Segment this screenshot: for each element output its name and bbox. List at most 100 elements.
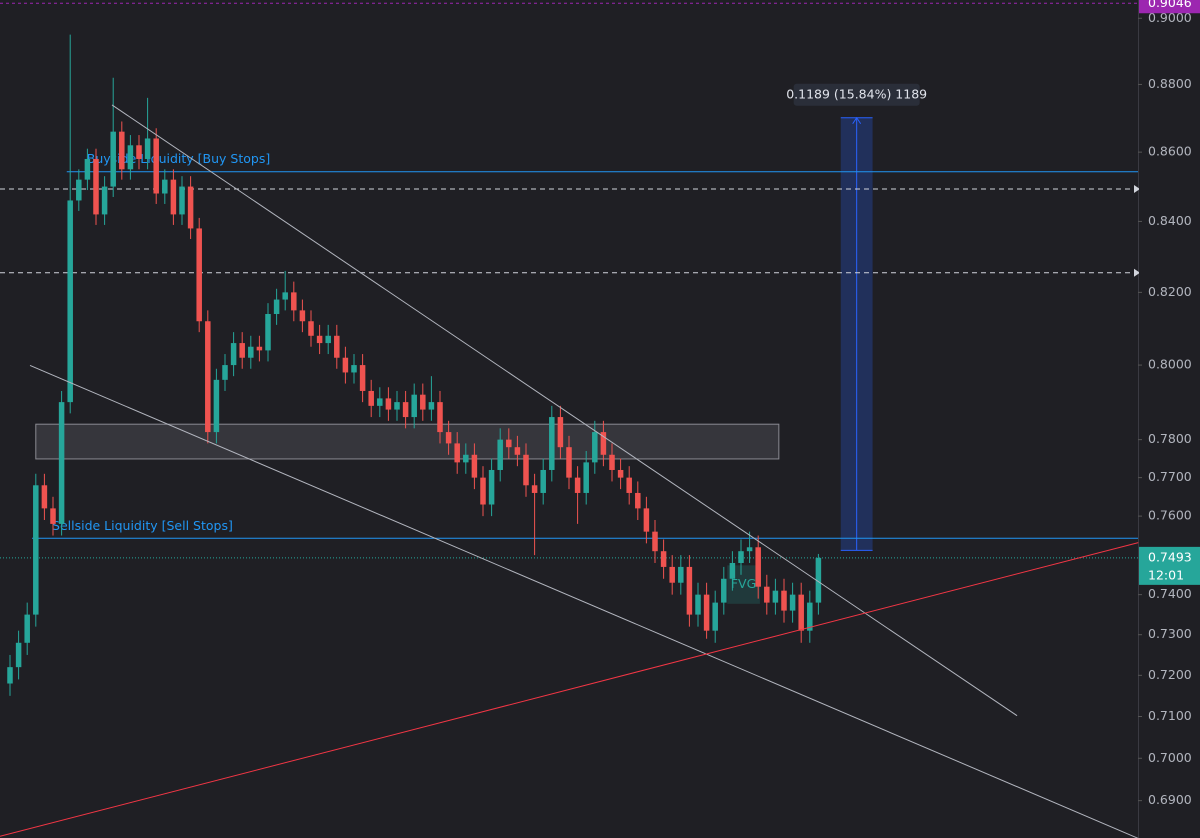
candle-body xyxy=(187,186,194,229)
candle-body xyxy=(179,186,185,215)
candle-body xyxy=(574,477,581,493)
trendline xyxy=(29,364,1139,838)
candle-body xyxy=(170,179,177,215)
candle-body xyxy=(592,432,598,463)
candle-body xyxy=(50,508,56,524)
candle-body xyxy=(660,551,667,567)
candle-body xyxy=(144,138,151,159)
candle-body xyxy=(712,602,718,631)
candle-body xyxy=(248,346,254,358)
candle-body xyxy=(196,228,202,322)
fvg-label: FVG xyxy=(731,576,756,591)
candle-body xyxy=(265,313,271,351)
candle-body xyxy=(273,299,280,314)
countdown-label: 12:01 xyxy=(1148,567,1184,582)
candle-body xyxy=(205,321,211,433)
candle-body xyxy=(549,417,555,470)
candle-body xyxy=(772,590,779,603)
candle-body xyxy=(652,531,658,552)
candle-body xyxy=(316,335,323,344)
candle-body xyxy=(798,594,804,631)
candle-body xyxy=(531,485,538,493)
candle-body xyxy=(334,335,340,358)
candle-body xyxy=(463,454,469,463)
candle-body xyxy=(669,566,675,583)
candle-body xyxy=(153,138,159,194)
candle-body xyxy=(781,590,787,611)
candle-body xyxy=(686,566,693,615)
measure-arrow-head xyxy=(852,116,862,125)
candle-body xyxy=(33,485,39,615)
candle-body xyxy=(428,402,435,410)
y-tick-label: 0.8400 xyxy=(1148,213,1192,228)
y-tick-label: 0.8800 xyxy=(1148,76,1192,91)
candle-body xyxy=(385,398,392,410)
candle-body xyxy=(119,131,125,170)
candle-body xyxy=(127,145,134,170)
current-price-label: 0.7493 xyxy=(1148,549,1192,564)
candle-body xyxy=(359,365,366,391)
candle-body xyxy=(566,447,572,478)
y-tick-label: 0.6900 xyxy=(1148,792,1192,807)
y-tick-label: 0.7600 xyxy=(1148,508,1192,523)
candle-body xyxy=(729,562,736,579)
y-tick-label: 0.8600 xyxy=(1148,144,1192,159)
axis-bg xyxy=(1139,0,1200,838)
candle-body xyxy=(325,335,331,344)
current-price-box xyxy=(1139,546,1200,585)
candle-body xyxy=(239,343,245,358)
trendline xyxy=(0,542,1139,837)
candle-body xyxy=(282,292,288,300)
level-arrow xyxy=(1134,184,1140,193)
y-tick-label: 0.7400 xyxy=(1148,586,1192,601)
liquidity-label: Sellside Liquidity [Sell Stops] xyxy=(52,518,233,533)
candle-body xyxy=(609,454,615,470)
candle-body xyxy=(420,394,426,410)
candle-body xyxy=(93,158,99,215)
y-tick-label: 0.7800 xyxy=(1148,431,1192,446)
candle-body xyxy=(351,365,357,373)
candle-body xyxy=(540,469,546,493)
candle-body xyxy=(256,346,263,351)
candle-body xyxy=(643,508,650,532)
candle-body xyxy=(291,292,297,311)
candle-body xyxy=(368,390,374,406)
candle-body xyxy=(635,492,641,509)
candle-body xyxy=(678,566,684,583)
candle-body xyxy=(815,557,822,603)
level-arrow xyxy=(1134,268,1140,277)
candle-body xyxy=(738,551,744,563)
candle-body xyxy=(402,402,409,418)
candle-body xyxy=(136,145,142,159)
y-tick-label: 0.8200 xyxy=(1148,284,1192,299)
candle-body xyxy=(600,432,607,455)
zone xyxy=(35,423,780,460)
y-tick-label: 0.7300 xyxy=(1148,626,1192,641)
candle-body xyxy=(506,439,512,448)
trendline xyxy=(111,104,1018,717)
candle-body xyxy=(807,602,813,631)
y-tick-label: 0.9000 xyxy=(1148,10,1192,25)
y-tick-label: 0.7200 xyxy=(1148,667,1192,682)
candle-body xyxy=(7,667,13,684)
candle-body xyxy=(488,469,495,505)
candle-body xyxy=(411,394,417,418)
candle-body xyxy=(342,357,349,373)
candle-body xyxy=(84,158,91,180)
y-tick-label: 0.8000 xyxy=(1148,357,1192,372)
candle-body xyxy=(703,594,710,631)
candle-body xyxy=(514,447,521,455)
candle-body xyxy=(523,454,529,486)
candle-body xyxy=(299,310,306,322)
candle-body xyxy=(58,402,65,524)
candle-body xyxy=(617,469,624,478)
candle-body xyxy=(101,186,108,215)
candle-body xyxy=(695,594,701,615)
candle-body xyxy=(110,131,116,187)
y-tick-label: 0.7000 xyxy=(1148,750,1192,765)
candle-body xyxy=(222,365,228,380)
candle-body xyxy=(24,614,30,643)
